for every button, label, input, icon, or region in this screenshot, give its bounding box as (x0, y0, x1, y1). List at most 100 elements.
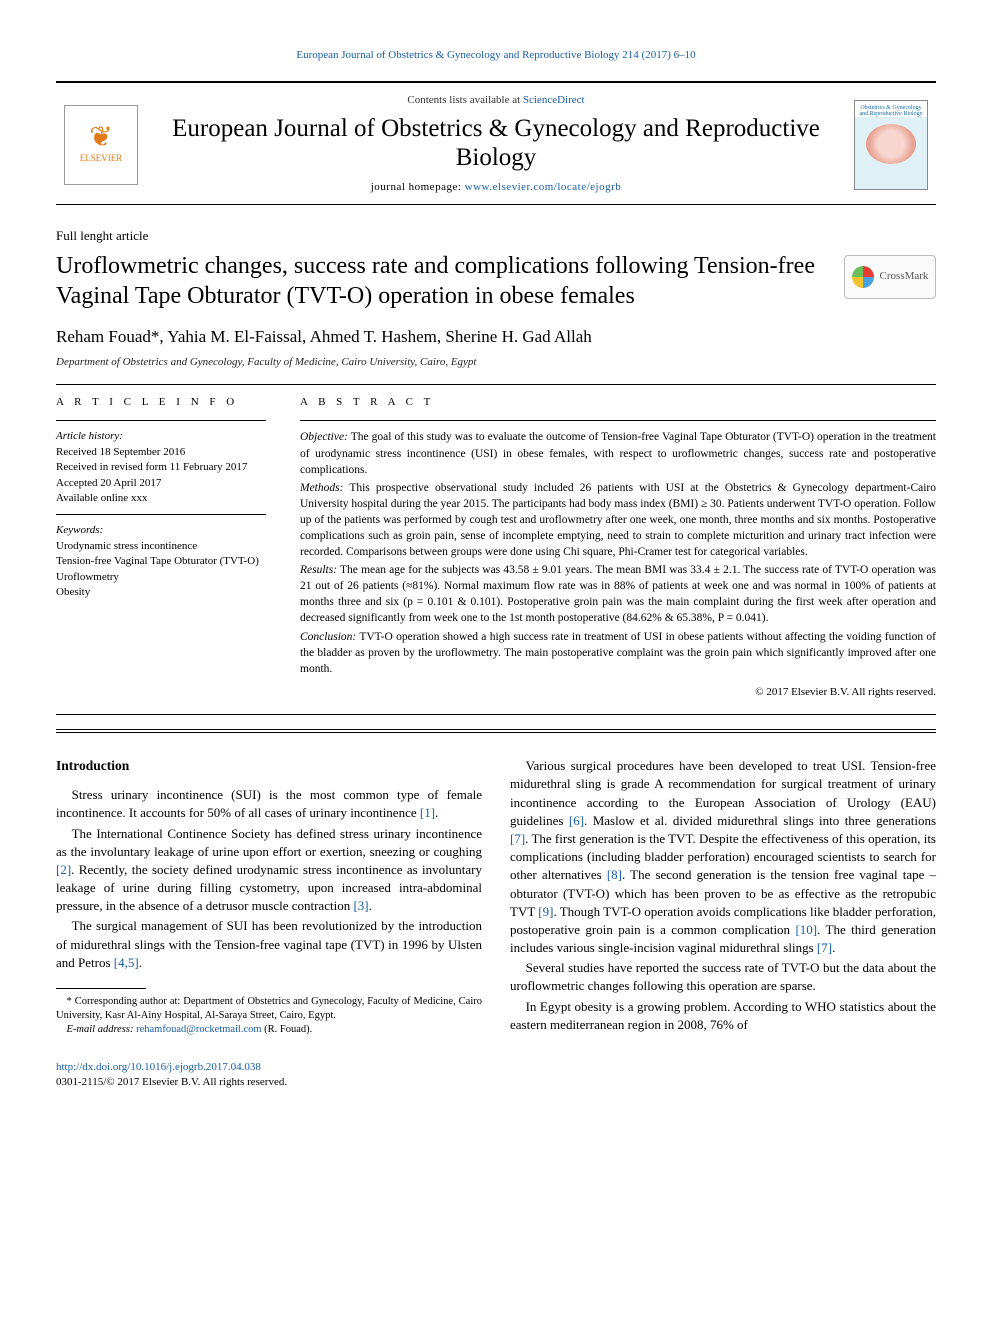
email-suffix: (R. Fouad). (262, 1024, 313, 1035)
crossmark-icon (852, 266, 874, 288)
abstract-heading: A B S T R A C T (300, 395, 936, 410)
email-line: E-mail address: rehamfouad@rocketmail.co… (56, 1023, 482, 1037)
article-title-text: Uroflowmetric changes, success rate and … (56, 253, 815, 309)
history-label: Article history: (56, 429, 266, 444)
article-info-column: A R T I C L E I N F O Article history: R… (56, 395, 266, 700)
conclusion-label: Conclusion: (300, 631, 356, 643)
cite-1[interactable]: [1] (420, 805, 435, 820)
elsevier-label: ELSEVIER (80, 152, 123, 165)
abstract-results: Results: The mean age for the subjects w… (300, 562, 936, 626)
conclusion-text: TVT-O operation showed a high success ra… (300, 631, 936, 675)
p6-pre: In Egypt obesity is a growing problem. A… (510, 999, 936, 1032)
masthead: ❦ ELSEVIER Contents lists available at S… (56, 81, 936, 204)
cover-title: Obstetrics & Gynecology and Reproductive… (857, 105, 925, 118)
cite-7b[interactable]: [7] (817, 940, 832, 955)
history-line-1: Received in revised form 11 February 201… (56, 460, 266, 475)
p1-pre: Stress urinary incontinence (SUI) is the… (56, 787, 482, 820)
p2-post2: . (369, 898, 372, 913)
intro-para-2: The International Continence Society has… (56, 825, 482, 916)
info-sep-1 (56, 420, 266, 421)
footnote-separator (56, 988, 146, 989)
crossmark-badge[interactable]: CrossMark (844, 255, 936, 299)
cite-9[interactable]: [9] (538, 904, 553, 919)
intro-para-1: Stress urinary incontinence (SUI) is the… (56, 786, 482, 822)
cite-10[interactable]: [10] (795, 922, 817, 937)
p4-post6: . (832, 940, 835, 955)
history-line-3: Available online xxx (56, 491, 266, 506)
objective-text: The goal of this study was to evaluate t… (300, 431, 936, 475)
issn-copyright-line: 0301-2115/© 2017 Elsevier B.V. All right… (56, 1075, 936, 1090)
abstract-copyright: © 2017 Elsevier B.V. All rights reserved… (300, 685, 936, 700)
intro-para-6: In Egypt obesity is a growing problem. A… (510, 998, 936, 1034)
cite-3[interactable]: [3] (353, 898, 368, 913)
crossmark-label: CrossMark (880, 270, 929, 284)
authors-line: Reham Fouad*, Yahia M. El-Faissal, Ahmed… (56, 325, 936, 349)
keywords-label: Keywords: (56, 523, 266, 538)
corr-email-link[interactable]: rehamfouad@rocketmail.com (136, 1024, 261, 1035)
cite-2[interactable]: [2] (56, 862, 71, 877)
cite-45[interactable]: [4,5] (114, 955, 139, 970)
p4-post: . Maslow et al. divided midurethral slin… (584, 813, 936, 828)
abstract-conclusion: Conclusion: TVT-O operation showed a hig… (300, 629, 936, 677)
abstract-sep (300, 420, 936, 421)
sciencedirect-link[interactable]: ScienceDirect (523, 94, 585, 106)
double-rule (56, 729, 936, 733)
rule-below-abstract (56, 714, 936, 715)
keyword-2: Uroflowmetry (56, 570, 266, 585)
masthead-center: Contents lists available at ScienceDirec… (152, 93, 840, 195)
abstract-methods: Methods: This prospective observational … (300, 480, 936, 560)
p5-pre: Several studies have reported the succes… (510, 960, 936, 993)
contents-available-line: Contents lists available at ScienceDirec… (152, 93, 840, 108)
body-columns: Introduction Stress urinary incontinence… (56, 757, 936, 1037)
p3-post: . (139, 955, 142, 970)
introduction-heading: Introduction (56, 757, 482, 776)
contents-prefix: Contents lists available at (407, 94, 522, 106)
article-type: Full lenght article (56, 227, 936, 245)
p2-post: . Recently, the society defined urodynam… (56, 862, 482, 913)
page-root: European Journal of Obstetrics & Gynecol… (0, 0, 992, 1130)
cite-6[interactable]: [6] (569, 813, 584, 828)
journal-name: European Journal of Obstetrics & Gynecol… (152, 115, 840, 173)
rule-above-info (56, 384, 936, 385)
intro-para-4: Various surgical procedures have been de… (510, 757, 936, 957)
history-line-2: Accepted 20 April 2017 (56, 476, 266, 491)
elsevier-tree-icon: ❦ (89, 124, 112, 152)
corresponding-author-footnote: * Corresponding author at: Department of… (56, 995, 482, 1038)
article-info-heading: A R T I C L E I N F O (56, 395, 266, 410)
abstract-column: A B S T R A C T Objective: The goal of t… (300, 395, 936, 700)
intro-para-3: The surgical management of SUI has been … (56, 917, 482, 972)
results-label: Results: (300, 564, 337, 576)
keyword-3: Obesity (56, 585, 266, 600)
article-history-block: Article history: Received 18 September 2… (56, 429, 266, 506)
running-header: European Journal of Obstetrics & Gynecol… (56, 48, 936, 63)
keywords-block: Keywords: Urodynamic stress incontinence… (56, 523, 266, 600)
p1-post: . (435, 805, 438, 820)
results-text: The mean age for the subjects was 43.58 … (300, 564, 936, 624)
homepage-prefix: journal homepage: (371, 181, 465, 193)
p2-pre: The International Continence Society has… (56, 826, 482, 859)
intro-para-5: Several studies have reported the succes… (510, 959, 936, 995)
article-title: Uroflowmetric changes, success rate and … (56, 251, 936, 311)
info-abstract-row: A R T I C L E I N F O Article history: R… (56, 395, 936, 700)
keyword-0: Urodynamic stress incontinence (56, 539, 266, 554)
email-label: E-mail address: (67, 1024, 137, 1035)
page-footer: http://dx.doi.org/10.1016/j.ejogrb.2017.… (56, 1060, 936, 1091)
methods-label: Methods: (300, 482, 343, 494)
doi-link[interactable]: http://dx.doi.org/10.1016/j.ejogrb.2017.… (56, 1061, 261, 1073)
history-line-0: Received 18 September 2016 (56, 445, 266, 460)
info-sep-2 (56, 514, 266, 515)
elsevier-logo: ❦ ELSEVIER (64, 105, 138, 185)
abstract-objective: Objective: The goal of this study was to… (300, 429, 936, 477)
cite-7a[interactable]: [7] (510, 831, 525, 846)
objective-label: Objective: (300, 431, 348, 443)
corr-line: * Corresponding author at: Department of… (56, 995, 482, 1023)
cite-8[interactable]: [8] (607, 867, 622, 882)
affiliation: Department of Obstetrics and Gynecology,… (56, 355, 936, 370)
homepage-link[interactable]: www.elsevier.com/locate/ejogrb (465, 181, 622, 193)
authors-text: Reham Fouad*, Yahia M. El-Faissal, Ahmed… (56, 327, 592, 346)
keyword-1: Tension-free Vaginal Tape Obturator (TVT… (56, 554, 266, 569)
homepage-line: journal homepage: www.elsevier.com/locat… (152, 180, 840, 195)
cover-image-icon (866, 124, 916, 164)
methods-text: This prospective observational study inc… (300, 482, 936, 558)
journal-cover-thumbnail: Obstetrics & Gynecology and Reproductive… (854, 100, 928, 190)
